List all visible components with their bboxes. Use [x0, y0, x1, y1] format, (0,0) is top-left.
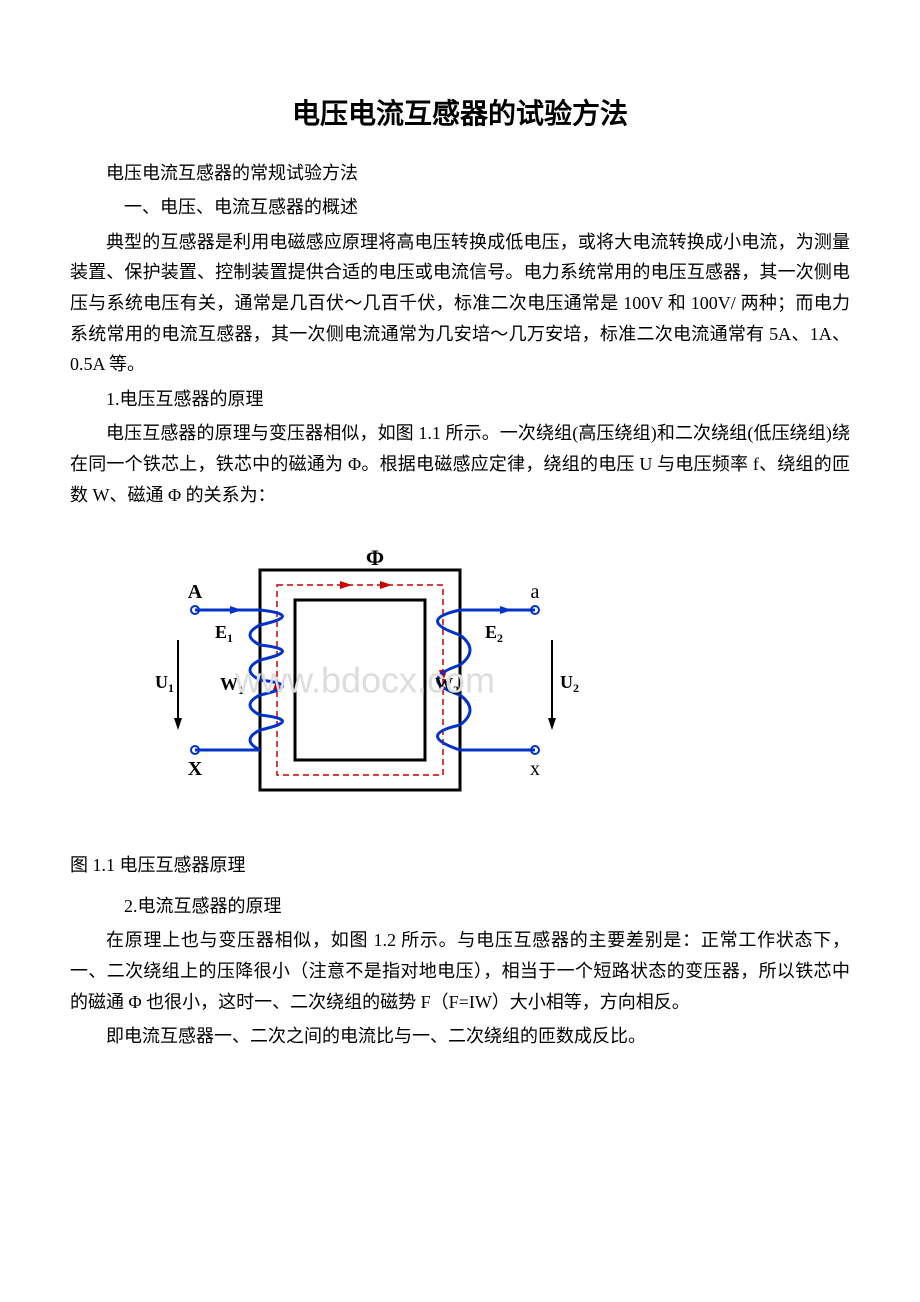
paragraph-ct-ratio: 即电流互感器一、二次之间的电流比与一、二次绕组的匝数成反比。 — [70, 1021, 850, 1052]
paragraph-overview: 典型的互感器是利用电磁感应原理将高电压转换成低电压，或将大电流转换成小电流，为测… — [70, 227, 850, 380]
label-X: X — [188, 758, 203, 780]
u1-arrow-head — [174, 718, 182, 730]
u2-arrow-head — [548, 718, 556, 730]
flux-path — [277, 585, 443, 775]
label-a: a — [531, 581, 540, 603]
paragraph-ct-principle: 在原理上也与变压器相似，如图 1.2 所示。与电压互感器的主要差别是：正常工作状… — [70, 925, 850, 1017]
subtitle: 电压电流互感器的常规试验方法 — [70, 158, 850, 189]
core-outer — [260, 570, 460, 790]
e2-arrow — [500, 606, 512, 614]
label-U1: U1 — [155, 672, 174, 695]
label-E2: E2 — [485, 622, 503, 645]
paragraph-pt-principle: 电压互感器的原理与变压器相似，如图 1.1 所示。一次绕组(高压绕组)和二次绕组… — [70, 418, 850, 510]
e1-arrow — [230, 606, 242, 614]
label-U2: U2 — [560, 672, 579, 695]
section-heading-1: 一、电压、电流互感器的概述 — [70, 192, 850, 223]
subheading-1-1: 1.电压互感器的原理 — [70, 384, 850, 415]
label-W1: W1 — [220, 674, 244, 697]
page-title: 电压电流互感器的试验方法 — [70, 90, 850, 138]
figure-1-1: www.bdocx.com — [140, 540, 590, 820]
core-inner — [295, 600, 425, 760]
label-W2: W2 — [435, 674, 459, 697]
flux-arrow-2 — [380, 581, 392, 589]
transformer-diagram: A a X x E1 E2 U1 U2 W1 W2 Φ — [140, 540, 590, 820]
label-x: x — [530, 758, 540, 780]
subheading-1-2: 2.电流互感器的原理 — [70, 891, 850, 922]
label-E1: E1 — [215, 622, 233, 645]
figure-1-1-caption: 图 1.1 电压互感器原理 — [70, 850, 850, 881]
label-phi: Φ — [366, 545, 384, 570]
flux-arrow-1 — [340, 581, 352, 589]
primary-coil — [195, 610, 283, 750]
label-A: A — [188, 581, 203, 603]
